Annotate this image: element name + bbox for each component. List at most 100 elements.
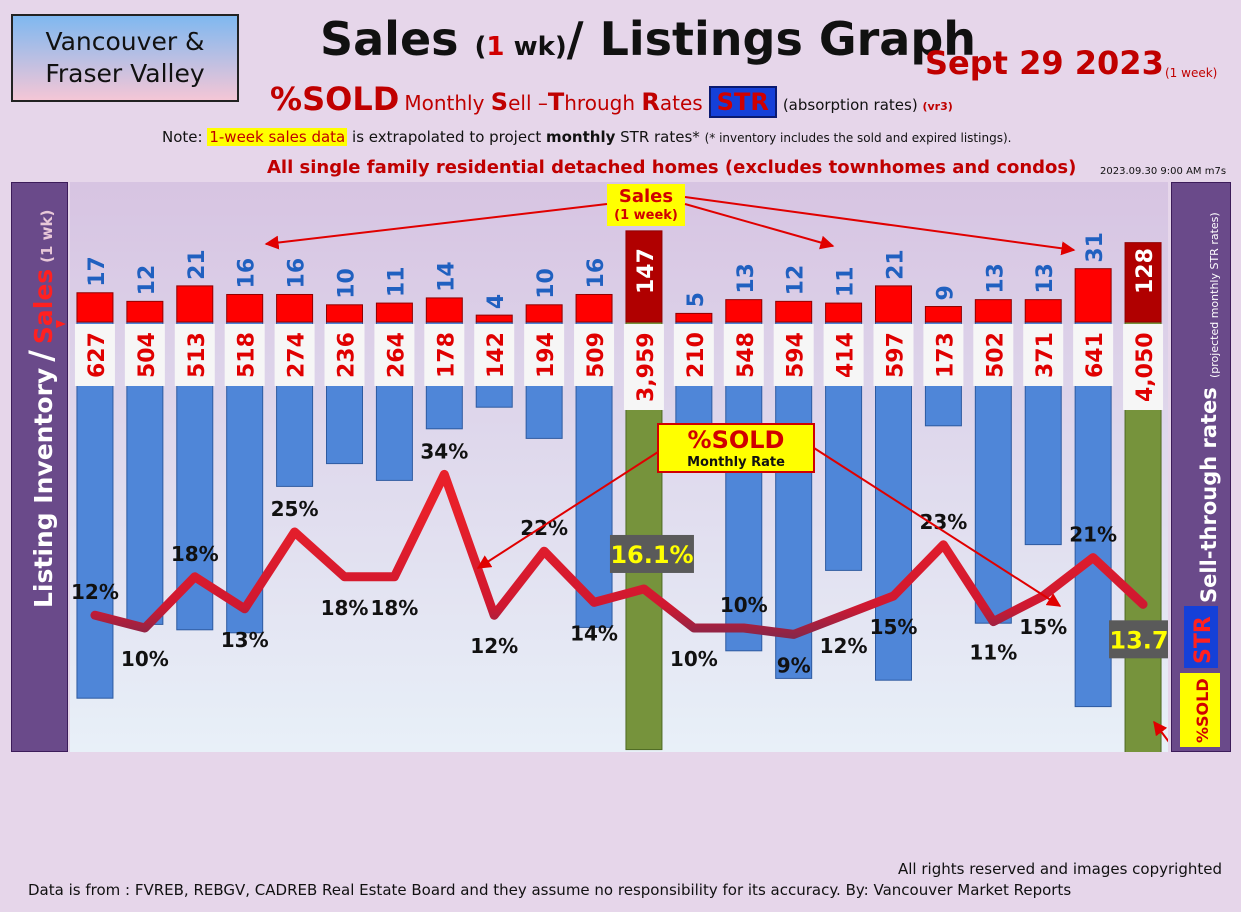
title-wk: wk): [504, 32, 567, 62]
str-value-langley-clvrdl: 15%: [870, 615, 918, 639]
region-line-1: Vancouver &: [45, 27, 205, 56]
inventory-label-bg-fv-total: [1123, 324, 1164, 410]
left-axis-svg: Listing Inventory / Sales (1 wk): [22, 210, 66, 608]
sales-bar-west-vancouver: [126, 300, 164, 323]
title-part-sales: Sales: [320, 12, 475, 66]
inventory-label-bg-west-vancouver: [124, 324, 165, 386]
right-str-badge-bg: [1184, 606, 1218, 668]
inventory-label-bg-white-rock-s-surrey: [574, 324, 615, 386]
sales-value-fv-total: 128: [1133, 248, 1158, 294]
chart-svg: 62717Vancouver50412West Vancouver51321Ri…: [42, 182, 1194, 870]
sales-callout-label: Sales: [619, 186, 673, 207]
inventory-value-maple-ridge: 548: [734, 332, 759, 378]
sold-callout-sublabel: Monthly Rate: [687, 455, 785, 470]
sales-value-maple-ridge: 13: [734, 263, 759, 294]
inventory-value-burnaby: 236: [335, 332, 360, 378]
str-value-newwest-e-burn: 12%: [470, 634, 518, 658]
sales-value-p-coq-p-moody: 14: [434, 261, 459, 292]
note-highlight: 1-week sales data: [207, 128, 348, 146]
inventory-label-bg-east-surrey: [823, 324, 864, 386]
inventory-label-bg-mission: [1023, 324, 1064, 386]
inventory-value-p-coq-p-moody: 178: [434, 332, 459, 378]
sales-bar-richmond: [176, 285, 214, 323]
sales-bar-p-coq-p-moody: [425, 297, 463, 323]
inventory-value-white-rock-s-surrey: 509: [584, 332, 609, 378]
data-source-note: Data is from : FVREB, REBGV, CADREB Real…: [28, 881, 1072, 899]
str-value-east-vancouver: 13%: [221, 628, 269, 652]
right-axis-label-small: (projected monthly STR rates): [1208, 212, 1221, 378]
inventory-label-bg-richmond: [174, 324, 215, 386]
region-title-box: Vancouver & Fraser Valley: [11, 14, 239, 102]
sales-bar-east-vancouver: [226, 293, 264, 323]
subtitle-sold: %SOLD: [270, 80, 400, 118]
title-paren: (: [474, 32, 487, 62]
sales-callout-box: [607, 184, 685, 226]
title-part-listings: / Listings Graph: [566, 12, 977, 66]
str-value-p-coq-p-moody: 34%: [420, 439, 468, 463]
inventory-label-bg-van-total: [623, 324, 664, 410]
report-period: (1 week): [1165, 66, 1218, 80]
inventory-value-richmond: 513: [185, 332, 210, 378]
sales-callout-arrow-right: [684, 196, 1076, 256]
right-axis-panel: Sell-through rates (projected monthly ST…: [1171, 182, 1231, 752]
inventory-label-bg-langley-clvrdl: [873, 324, 914, 386]
subtitle-t: T: [547, 88, 565, 116]
inventory-label-bg-vancouver: [74, 324, 115, 386]
report-date: Sept 29 2023: [925, 44, 1164, 82]
str-value-white-rock-s-surrey: 14%: [570, 621, 618, 645]
sales-bar-coquitlam: [375, 302, 413, 323]
str-line-layer: [90, 469, 1148, 639]
plot-area: 62717Vancouver50412West Vancouver51321Ri…: [42, 182, 1194, 870]
sales-bar-vancouver: [76, 292, 114, 323]
sales-value-richmond: 21: [185, 249, 210, 280]
inventory-value-newwest-e-burn: 142: [484, 332, 509, 378]
str-value-north-vancouver: 25%: [271, 497, 319, 521]
sales-bar-west-surrey: [775, 300, 813, 323]
timestamp: 2023.09.30 9:00 AM m7s: [1100, 166, 1227, 177]
sales-callout-sublabel: (1 week): [614, 208, 678, 223]
sales-callout-arrow-mid: [684, 203, 835, 250]
sales-value-chilliwack: 31: [1083, 232, 1108, 263]
right-sold-badge: %SOLD: [1193, 678, 1212, 743]
sales-callout-arrow-left: [264, 203, 608, 250]
str-value-richmond: 18%: [171, 542, 219, 566]
sold-callout-arrow-right: [813, 447, 1062, 607]
sales-value-white-rock-s-surrey: 16: [584, 258, 609, 289]
right-axis-svg: Sell-through rates (projected monthly ST…: [1180, 212, 1221, 747]
copyright-note: All rights reserved and images copyright…: [898, 860, 1222, 878]
subtitle-ell: ell –: [508, 91, 548, 115]
left-axis-pointer: [56, 320, 66, 328]
inventory-label-bg-p-coq-p-moody: [424, 324, 465, 386]
inventory-value-coquitlam: 264: [384, 332, 409, 378]
inventory-label-bg-burnaby: [324, 324, 365, 386]
sales-bar-north-delta: [675, 312, 713, 323]
sales-bar-fv-total: [1124, 242, 1162, 323]
str-value-vancouver: 12%: [71, 580, 119, 604]
inventory-value-ft-langley-wlnt-grv: 173: [933, 332, 958, 378]
inventory-value-chilliwack: 641: [1083, 332, 1108, 378]
inventory-value-van-total: 3,959: [634, 332, 659, 402]
sales-bar-ft-langley-wlnt-grv: [924, 306, 962, 323]
inventory-value-west-vancouver: 504: [135, 332, 160, 378]
sales-value-langley-clvrdl: 21: [884, 249, 909, 280]
str-value-maple-ridge: 10%: [720, 593, 768, 617]
sold-callout-arrow-left: [476, 451, 659, 569]
sales-value-mission: 13: [1033, 263, 1058, 294]
inventory-value-delta-ladner-twsn: 194: [534, 332, 559, 378]
chart-subtitle: %SOLD Monthly Sell –Through Rates STR (abs…: [270, 80, 953, 118]
note-middle: is extrapolated to project: [347, 128, 546, 146]
note-small: (* inventory includes the sold and expir…: [704, 131, 1012, 145]
sales-value-abbotsford: 13: [983, 263, 1008, 294]
str-value-fv-total: 13.7%: [1109, 626, 1168, 654]
inventory-label-bg-north-vancouver: [274, 324, 315, 386]
str-value-west-vancouver: 10%: [121, 647, 169, 671]
sales-value-ft-langley-wlnt-grv: 9: [933, 285, 958, 300]
inventory-bar-chilliwack: [1074, 321, 1112, 708]
inventory-label-bg-chilliwack: [1073, 324, 1114, 386]
region-line-2: Fraser Valley: [45, 59, 205, 88]
left-axis-label-sales: Sales: [29, 269, 58, 344]
inventory-value-langley-clvrdl: 597: [884, 332, 909, 378]
note-prefix: Note:: [162, 128, 208, 146]
str-value-north-delta: 10%: [670, 647, 718, 671]
